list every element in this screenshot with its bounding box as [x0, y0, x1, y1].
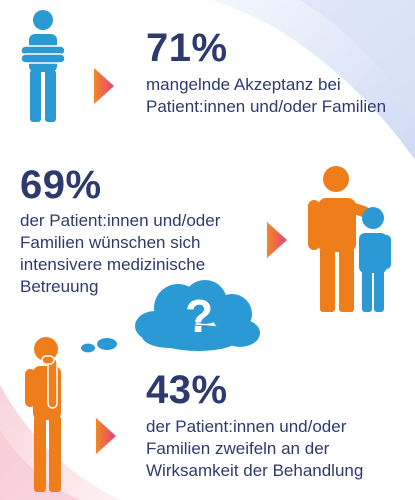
person-arms-crossed-icon [20, 10, 66, 122]
stat-percentage-3: 43% [146, 368, 228, 412]
adult-and-child-icon [308, 166, 391, 312]
question-mark: ? [185, 290, 213, 342]
arrow-icon [267, 222, 287, 258]
stat-percentage-2: 69% [20, 163, 102, 207]
stat-description-2: der Patient:innen und/oder Familien wüns… [20, 211, 221, 296]
stat-percentage-1: 71% [146, 26, 228, 70]
thinking-person-icon [25, 337, 61, 492]
arrow-icon [96, 418, 116, 454]
stat-description-3: der Patient:innen und/oder Familien zwei… [146, 417, 364, 480]
stat-description-1: mangelnde Akzeptanz bei Patient:innen un… [146, 75, 387, 116]
arrow-icon [94, 68, 114, 104]
question-cloud-icon: ? [81, 280, 260, 353]
